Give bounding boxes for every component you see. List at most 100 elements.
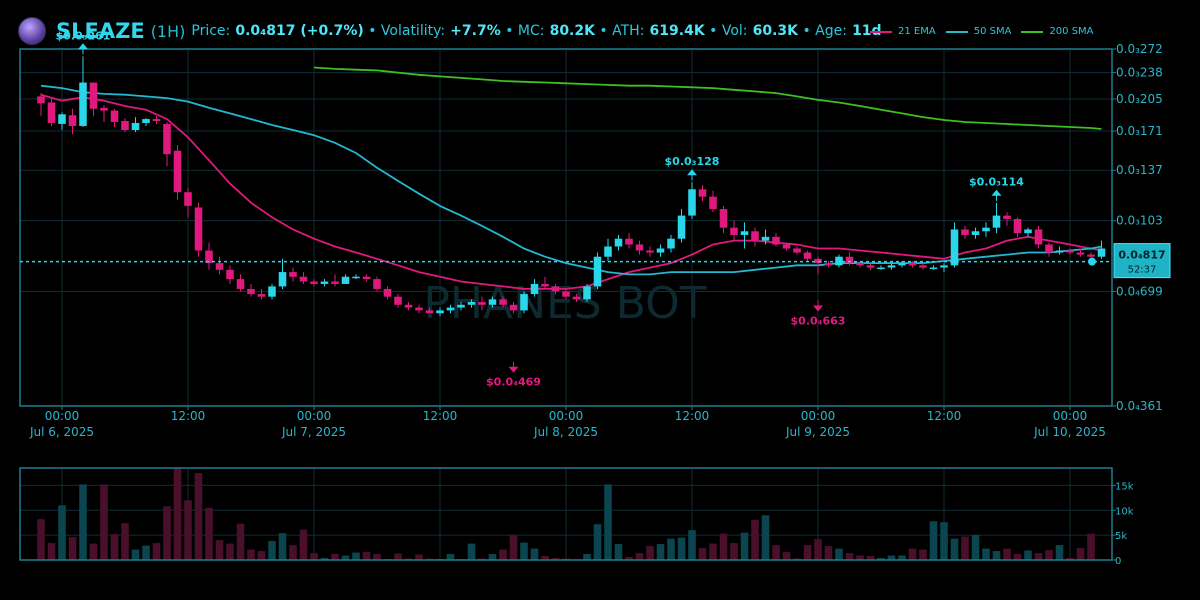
ema21-line — [40, 93, 1102, 290]
volume-bar — [152, 543, 161, 560]
candle — [1024, 227, 1032, 237]
candle-body — [803, 252, 812, 259]
volume-bar — [929, 521, 938, 560]
candle-body — [341, 276, 350, 284]
candle — [247, 283, 255, 297]
candle — [667, 234, 675, 253]
y-tick-label: 0.0₃238 — [1116, 66, 1163, 80]
candle — [1066, 248, 1074, 255]
candle-body — [478, 302, 486, 305]
volume-bar — [373, 554, 381, 560]
candle — [593, 252, 602, 289]
candle — [352, 274, 360, 280]
x-tick-date: Jul 9, 2025 — [785, 425, 850, 439]
candle — [331, 274, 339, 287]
candle-body — [152, 119, 161, 122]
candle-body — [1034, 229, 1043, 245]
candle-body — [1024, 229, 1032, 234]
volume-bar — [908, 548, 917, 560]
candle — [541, 276, 549, 289]
volume-bar — [856, 555, 864, 560]
candle-body — [184, 192, 192, 206]
candle-body — [1055, 250, 1064, 253]
ath-value: 619.4K — [649, 23, 705, 39]
candle-body — [509, 304, 518, 311]
volume-bar — [940, 522, 948, 560]
legend-label: 21 EMA — [898, 26, 936, 37]
volume-bar — [184, 500, 192, 560]
candle — [47, 98, 56, 126]
current-price: 0.0₄817 52:37 — [20, 243, 1171, 279]
candle — [383, 286, 392, 300]
candle-body — [572, 296, 581, 300]
candle-body — [446, 307, 455, 311]
mc-value: 80.2K — [549, 23, 595, 39]
candle-body — [194, 207, 203, 251]
candle-body — [100, 107, 108, 111]
volume-bar — [173, 468, 182, 560]
grid-lines — [20, 48, 1112, 561]
candle — [803, 250, 812, 261]
candle — [37, 93, 45, 117]
x-tick-time: 00:00 — [1053, 409, 1088, 423]
candle — [184, 187, 192, 218]
candle — [457, 302, 465, 311]
candle — [173, 145, 182, 200]
candle-body — [730, 227, 738, 235]
candle — [793, 246, 801, 255]
volume-bar — [268, 541, 276, 560]
candle-body — [677, 215, 686, 239]
volume-bar — [1003, 548, 1011, 560]
volume-bar — [415, 554, 423, 560]
candle-body — [299, 276, 308, 282]
volume-bar — [583, 554, 591, 560]
legend-label: 200 SMA — [1049, 26, 1094, 37]
annotation: $0.0₃128 — [665, 155, 719, 181]
candle — [121, 118, 129, 133]
candle — [772, 233, 780, 247]
separator: • — [709, 23, 718, 39]
candle — [1045, 242, 1053, 257]
candle-body — [772, 236, 780, 245]
legend-ema21: 21 EMA — [870, 26, 936, 37]
candle-body — [110, 110, 119, 122]
candle-body — [562, 291, 570, 297]
legend-swatch — [1021, 30, 1044, 33]
candle-body — [131, 122, 140, 131]
legend-swatch — [945, 30, 968, 33]
candle — [446, 304, 455, 314]
candle-body — [961, 229, 969, 235]
candle-body — [541, 283, 549, 287]
volume-bar — [100, 484, 108, 560]
volatility-label: Volatility: — [380, 23, 446, 39]
volume-bar — [919, 549, 927, 560]
timeframe-label: (1H) — [150, 21, 186, 41]
volume-bar — [352, 552, 360, 560]
annotation-arrow — [813, 305, 823, 312]
candle — [415, 304, 423, 314]
volume-bar — [1045, 550, 1053, 560]
candle-body — [530, 283, 539, 295]
candle-body — [488, 299, 497, 305]
volume-bar — [541, 556, 549, 560]
volume-bar — [310, 553, 318, 560]
candle-body — [331, 281, 339, 284]
candle — [79, 56, 87, 127]
candle — [205, 242, 213, 270]
candle — [751, 227, 759, 247]
candle — [887, 263, 896, 270]
candle — [688, 182, 696, 219]
candle-body — [982, 227, 990, 232]
annotation-arrow — [991, 189, 1002, 196]
x-tick-date: Jul 10, 2025 — [1033, 425, 1106, 439]
candle — [908, 260, 917, 268]
candle-body — [625, 238, 633, 245]
candle-body — [415, 307, 423, 311]
candle-body — [1003, 215, 1011, 219]
candle — [320, 279, 329, 287]
candle — [278, 258, 287, 289]
candle — [709, 190, 717, 213]
volatility-value: +7.7% — [450, 23, 501, 39]
candle — [992, 202, 1001, 234]
volume-bar — [845, 553, 854, 560]
